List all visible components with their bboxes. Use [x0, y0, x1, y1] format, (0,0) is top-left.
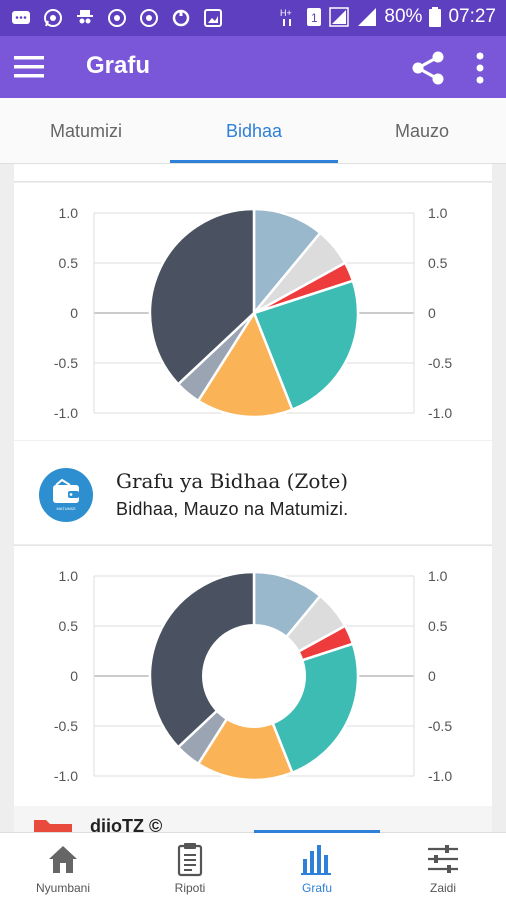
y-tick-label-right: 0.5	[428, 255, 448, 271]
nav-zaidi[interactable]: Zaidi	[380, 833, 506, 900]
y-tick-label-left: -0.5	[54, 355, 78, 371]
app-bar: Grafu	[0, 36, 506, 98]
battery-percent: 80%	[384, 6, 423, 27]
y-tick-label-right: 0.5	[428, 618, 448, 634]
donut-hole	[202, 624, 306, 728]
y-tick-label-left: 0	[70, 668, 78, 684]
nav-indicator	[254, 830, 380, 833]
signal-icon	[358, 8, 377, 26]
status-bar: H+ 1 80% 07:27	[0, 0, 506, 36]
pie-slice-6[interactable]	[148, 207, 256, 386]
nav-label: Grafu	[301, 881, 332, 895]
nav-grafu[interactable]: Grafu	[254, 833, 380, 900]
wallet-icon: MATUMIZI	[39, 468, 93, 522]
hamburger-menu-icon[interactable]	[14, 54, 44, 80]
clock: 07:27	[448, 6, 496, 27]
spy-icon	[77, 10, 93, 24]
pie-chart: 1.0 1.0 0.5 0.5 0 0 -0.5 -0.5 -1.0 -1.0	[54, 205, 452, 421]
sliders-icon	[428, 845, 458, 873]
network-h-icon: H+	[280, 8, 292, 26]
y-tick-label-left: 0.5	[59, 255, 79, 271]
sim-1-icon: 1	[307, 8, 322, 26]
y-tick-label-right: 0	[428, 668, 436, 684]
partial-card-text: dijoTZ ©	[90, 816, 163, 836]
signal-outline-icon	[329, 7, 350, 27]
tab-bidhaa[interactable]: Bidhaa	[225, 120, 283, 141]
home-icon	[49, 846, 77, 873]
share-icon[interactable]	[410, 50, 446, 86]
whatsapp-icon-2	[108, 9, 126, 27]
donut-chart: 1.0 1.0 0.5 0.5 0 0 -0.5 -0.5 -1.0 -1.0	[54, 568, 452, 784]
nav-label: Zaidi	[429, 881, 456, 895]
y-tick-label-right: 0	[428, 305, 436, 321]
sync-icon	[172, 9, 190, 27]
bottom-navigation: Nyumbani Ripoti Grafu Zaidi	[0, 832, 506, 900]
pie-slice-0[interactable]	[252, 207, 323, 317]
y-tick-label-left: -1.0	[54, 768, 78, 784]
pie-slice-6[interactable]	[148, 570, 256, 749]
donut-chart-card: 1.0 1.0 0.5 0.5 0 0 -0.5 -0.5 -1.0 -1.0	[14, 545, 492, 806]
y-tick-label-left: 0	[70, 305, 78, 321]
whatsapp-icon-3	[140, 9, 158, 27]
whatsapp-icon	[44, 9, 62, 27]
message-icon	[12, 11, 30, 24]
system-status: H+ 1 80% 07:27	[280, 6, 496, 28]
page-title: Grafu	[86, 52, 151, 79]
clipboard-icon	[177, 843, 203, 877]
card-top-edge	[14, 164, 492, 182]
nav-label: Ripoti	[174, 881, 206, 895]
next-card-partial: dijoTZ ©	[14, 806, 492, 840]
pie-chart-card: 1.0 1.0 0.5 0.5 0 0 -0.5 -0.5 -1.0 -1.0	[14, 183, 492, 440]
svg-text:H+: H+	[280, 8, 292, 18]
tab-mauzo[interactable]: Mauzo	[394, 120, 450, 141]
chart-subtitle: Bidhaa, Mauzo na Matumizi.	[116, 499, 349, 519]
y-tick-label-right: 1.0	[428, 205, 448, 221]
y-tick-label-left: 0.5	[59, 618, 79, 634]
tab-bar: Matumizi Bidhaa Mauzo	[0, 98, 506, 164]
y-tick-label-right: 1.0	[428, 568, 448, 584]
y-tick-label-left: 1.0	[59, 205, 79, 221]
svg-text:1: 1	[311, 11, 318, 25]
y-tick-label-right: -1.0	[428, 768, 452, 784]
nav-label: Nyumbani	[35, 881, 91, 895]
nav-nyumbani[interactable]: Nyumbani	[0, 833, 126, 900]
tab-indicator	[170, 160, 338, 163]
svg-text:MATUMIZI: MATUMIZI	[56, 506, 75, 511]
chart-info-row[interactable]: MATUMIZI Grafu ya Bidhaa (Zote) Bidhaa, …	[14, 440, 492, 544]
chart-title: Grafu ya Bidhaa (Zote)	[116, 469, 349, 493]
pie-slice-4[interactable]	[196, 310, 294, 419]
bar-chart-icon	[301, 845, 331, 875]
image-icon	[204, 9, 222, 27]
pie-slice-4[interactable]	[196, 673, 294, 782]
y-tick-label-left: -1.0	[54, 405, 78, 421]
y-tick-label-left: 1.0	[59, 568, 79, 584]
y-tick-label-right: -0.5	[428, 718, 452, 734]
more-vert-icon[interactable]	[470, 50, 490, 86]
battery-icon	[429, 7, 442, 27]
notification-icons	[10, 7, 224, 29]
y-tick-label-right: -0.5	[428, 355, 452, 371]
nav-ripoti[interactable]: Ripoti	[127, 833, 253, 900]
y-tick-label-left: -0.5	[54, 718, 78, 734]
y-tick-label-right: -1.0	[428, 405, 452, 421]
tab-matumizi[interactable]: Matumizi	[49, 120, 122, 141]
